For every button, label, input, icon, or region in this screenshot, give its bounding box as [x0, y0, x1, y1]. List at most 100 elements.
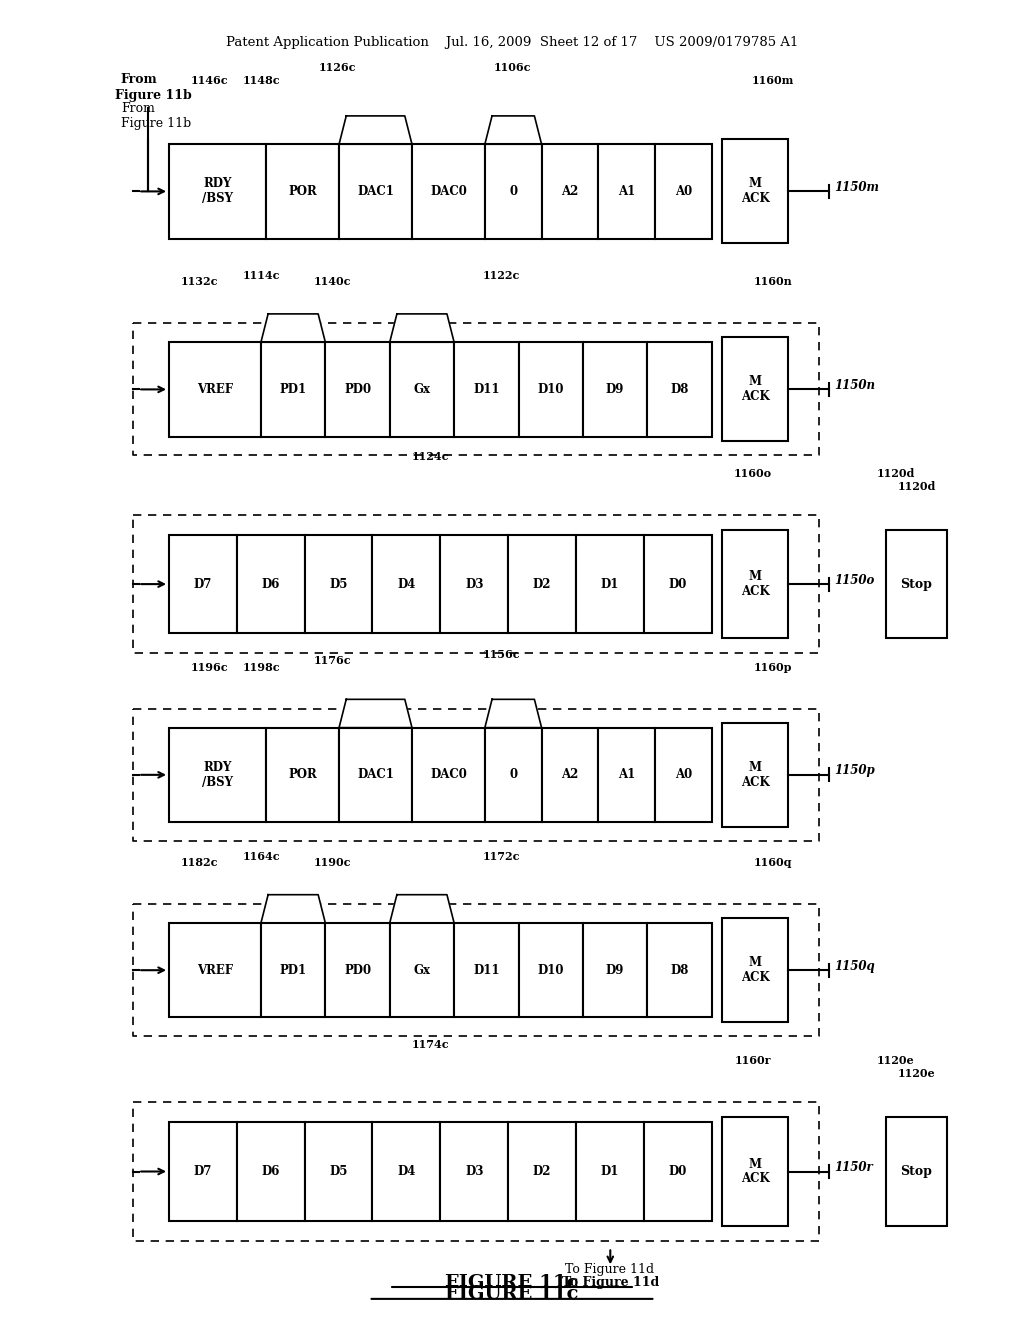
Text: Stop: Stop — [900, 1166, 933, 1177]
Polygon shape — [485, 116, 542, 144]
Text: D8: D8 — [671, 383, 689, 396]
Bar — [373, 535, 440, 634]
Text: D0: D0 — [669, 1166, 687, 1177]
Text: D7: D7 — [194, 578, 212, 590]
Bar — [440, 1122, 508, 1221]
Bar — [326, 342, 390, 437]
Text: 1122c: 1122c — [483, 269, 520, 281]
Text: 1160o: 1160o — [733, 467, 772, 479]
Text: D6: D6 — [261, 1166, 280, 1177]
Bar — [261, 342, 326, 437]
Text: M
ACK: M ACK — [740, 570, 770, 598]
Bar — [583, 923, 647, 1018]
Bar — [485, 727, 542, 822]
Text: DAC0: DAC0 — [430, 768, 467, 781]
Bar — [518, 342, 583, 437]
Bar — [390, 342, 454, 437]
Text: DAC1: DAC1 — [357, 185, 394, 198]
Text: M
ACK: M ACK — [740, 760, 770, 789]
Polygon shape — [390, 895, 454, 923]
Text: D4: D4 — [397, 578, 416, 590]
Text: Gx: Gx — [414, 964, 430, 977]
Text: D11: D11 — [473, 383, 500, 396]
Text: Patent Application Publication    Jul. 16, 2009  Sheet 12 of 17    US 2009/01797: Patent Application Publication Jul. 16, … — [226, 36, 798, 49]
Text: 1114c: 1114c — [243, 269, 280, 281]
Polygon shape — [390, 314, 454, 342]
Text: From: From — [121, 73, 158, 86]
Bar — [169, 342, 261, 437]
Bar — [339, 144, 412, 239]
Bar — [169, 535, 237, 634]
Text: D9: D9 — [606, 964, 625, 977]
Text: RDY
/BSY: RDY /BSY — [202, 177, 233, 206]
Text: 1120e: 1120e — [898, 1068, 935, 1080]
Text: 1150p: 1150p — [835, 764, 876, 777]
Bar — [440, 535, 508, 634]
Text: A0: A0 — [675, 185, 692, 198]
Bar — [412, 144, 485, 239]
Text: Figure 11b: Figure 11b — [115, 88, 191, 102]
Text: D5: D5 — [330, 578, 348, 590]
Bar — [647, 342, 712, 437]
Text: D10: D10 — [538, 383, 564, 396]
Bar — [237, 1122, 305, 1221]
Text: 1146c: 1146c — [191, 75, 228, 86]
Text: M
ACK: M ACK — [740, 375, 770, 404]
Bar — [305, 535, 373, 634]
Text: 1148c: 1148c — [243, 75, 280, 86]
Text: 0: 0 — [509, 185, 517, 198]
Text: RDY
/BSY: RDY /BSY — [202, 760, 233, 789]
Bar — [412, 727, 485, 822]
Text: 1150q: 1150q — [835, 960, 876, 973]
Bar — [722, 529, 788, 639]
Bar — [508, 535, 575, 634]
Text: 1160q: 1160q — [754, 857, 793, 869]
Text: D10: D10 — [538, 964, 564, 977]
Text: 1160r: 1160r — [734, 1055, 771, 1067]
Text: D3: D3 — [465, 1166, 483, 1177]
Text: 1150m: 1150m — [835, 181, 880, 194]
Text: 0: 0 — [509, 768, 517, 781]
Bar — [326, 923, 390, 1018]
Text: FIGURE 11c: FIGURE 11c — [445, 1274, 579, 1292]
Bar — [266, 144, 339, 239]
Bar — [886, 1117, 947, 1226]
Text: 1164c: 1164c — [243, 850, 280, 862]
Bar — [583, 342, 647, 437]
Bar — [390, 923, 454, 1018]
Bar — [722, 338, 788, 441]
Text: D3: D3 — [465, 578, 483, 590]
Text: DAC0: DAC0 — [430, 185, 467, 198]
Text: D0: D0 — [669, 578, 687, 590]
Bar — [169, 727, 266, 822]
Text: PD0: PD0 — [344, 964, 371, 977]
Bar — [886, 529, 947, 639]
Polygon shape — [261, 895, 326, 923]
Bar — [508, 1122, 575, 1221]
Text: 1150r: 1150r — [835, 1162, 873, 1173]
Text: PD0: PD0 — [344, 383, 371, 396]
Text: D11: D11 — [473, 964, 500, 977]
Text: FIGURE 11c: FIGURE 11c — [445, 1284, 579, 1303]
Text: D9: D9 — [606, 383, 625, 396]
Text: D2: D2 — [532, 1166, 551, 1177]
Text: D8: D8 — [671, 964, 689, 977]
Text: M
ACK: M ACK — [740, 956, 770, 985]
Text: A0: A0 — [675, 768, 692, 781]
Text: 1160p: 1160p — [754, 661, 793, 673]
Bar — [518, 923, 583, 1018]
Bar — [485, 144, 542, 239]
Bar — [169, 144, 266, 239]
Text: VREF: VREF — [197, 964, 233, 977]
Text: A1: A1 — [618, 185, 635, 198]
Polygon shape — [339, 116, 412, 144]
Text: 1120e: 1120e — [878, 1055, 914, 1067]
Polygon shape — [261, 314, 326, 342]
Text: 1190c: 1190c — [314, 857, 351, 869]
Bar — [722, 140, 788, 243]
Bar — [169, 1122, 237, 1221]
Bar — [237, 535, 305, 634]
Text: 1120d: 1120d — [897, 480, 936, 492]
Text: 1172c: 1172c — [483, 850, 520, 862]
Bar — [266, 727, 339, 822]
